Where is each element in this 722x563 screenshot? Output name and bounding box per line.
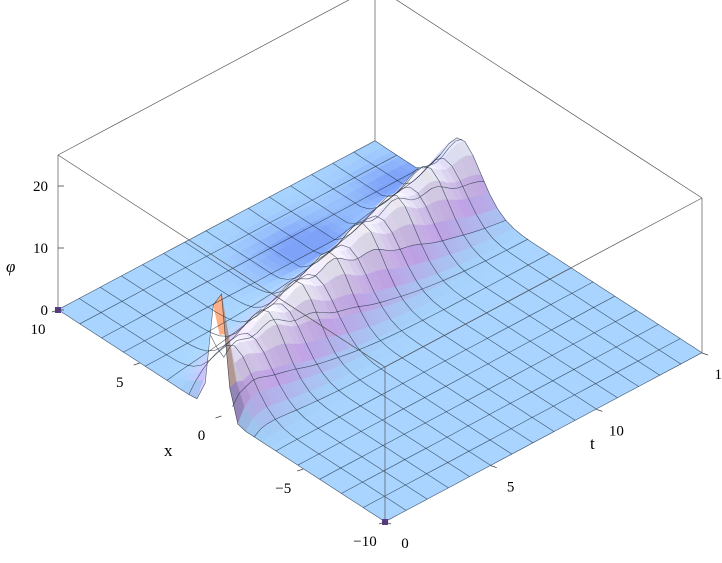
mesh-line bbox=[145, 138, 463, 367]
mesh-line bbox=[384, 352, 703, 522]
mesh-line bbox=[166, 181, 485, 381]
mesh-line bbox=[275, 281, 594, 452]
t-tick-mark bbox=[701, 352, 709, 356]
x-tick-label: 5 bbox=[116, 375, 124, 391]
mesh-line bbox=[142, 264, 470, 477]
x-tick-label: −10 bbox=[353, 534, 376, 550]
t-tick-label: 10 bbox=[609, 423, 624, 439]
mesh-line bbox=[101, 167, 419, 339]
x-tick-mark bbox=[297, 468, 304, 472]
x-tick-label: 0 bbox=[198, 428, 206, 444]
t-tick-mark bbox=[490, 465, 497, 469]
z-tick-label: 10 bbox=[33, 241, 48, 257]
box-edge bbox=[395, 0, 703, 199]
surface-mesh bbox=[57, 137, 703, 522]
mesh-line bbox=[210, 239, 528, 358]
x-axis-label: x bbox=[164, 441, 173, 460]
x-tick-mark bbox=[133, 362, 140, 366]
t-tick-label: 0 bbox=[401, 536, 409, 552]
mesh-line bbox=[319, 310, 637, 480]
t-axis-label: t bbox=[590, 434, 595, 453]
t-tick-mark bbox=[596, 408, 603, 412]
mesh-line bbox=[100, 286, 428, 500]
mesh-line bbox=[79, 154, 397, 325]
mesh-line bbox=[269, 196, 597, 410]
mesh-line bbox=[78, 298, 407, 511]
x-tick-mark bbox=[51, 309, 59, 313]
mesh-line bbox=[57, 140, 376, 310]
axis-ticks: 10 5 0 −5 −10 0 5 10 15 0 10 20 bbox=[31, 179, 722, 552]
mesh-line bbox=[163, 253, 491, 466]
box-edge bbox=[57, 0, 350, 156]
z-tick-label: 0 bbox=[41, 303, 49, 319]
x-tick-mark bbox=[378, 521, 386, 525]
mesh-line bbox=[341, 324, 659, 494]
x-tick-label: −5 bbox=[275, 481, 291, 497]
mesh-line bbox=[374, 137, 703, 353]
mesh-line bbox=[248, 208, 576, 421]
mesh-line bbox=[184, 241, 512, 455]
z-axis-label: φ bbox=[6, 257, 15, 276]
mesh-line bbox=[353, 151, 682, 365]
mesh-line bbox=[290, 185, 618, 399]
z-tick-label: 20 bbox=[33, 179, 48, 195]
mesh-line bbox=[205, 230, 534, 444]
box-edge bbox=[384, 197, 703, 368]
mesh-line bbox=[226, 219, 555, 432]
mesh-line bbox=[332, 163, 660, 376]
t-tick-label: 5 bbox=[507, 480, 515, 496]
mesh-line bbox=[297, 295, 615, 466]
t-tick-label: 15 bbox=[715, 367, 722, 383]
mesh-line bbox=[232, 253, 550, 407]
x-tick-label: 10 bbox=[31, 322, 46, 338]
x-tick-mark bbox=[215, 415, 222, 419]
mesh-line bbox=[311, 174, 639, 387]
bounding-box-back bbox=[57, 0, 703, 353]
box-edge bbox=[57, 154, 386, 368]
mesh-line bbox=[57, 293, 386, 522]
mesh-line bbox=[121, 275, 449, 489]
t-tick-mark bbox=[384, 521, 392, 525]
mesh-line bbox=[363, 338, 681, 508]
